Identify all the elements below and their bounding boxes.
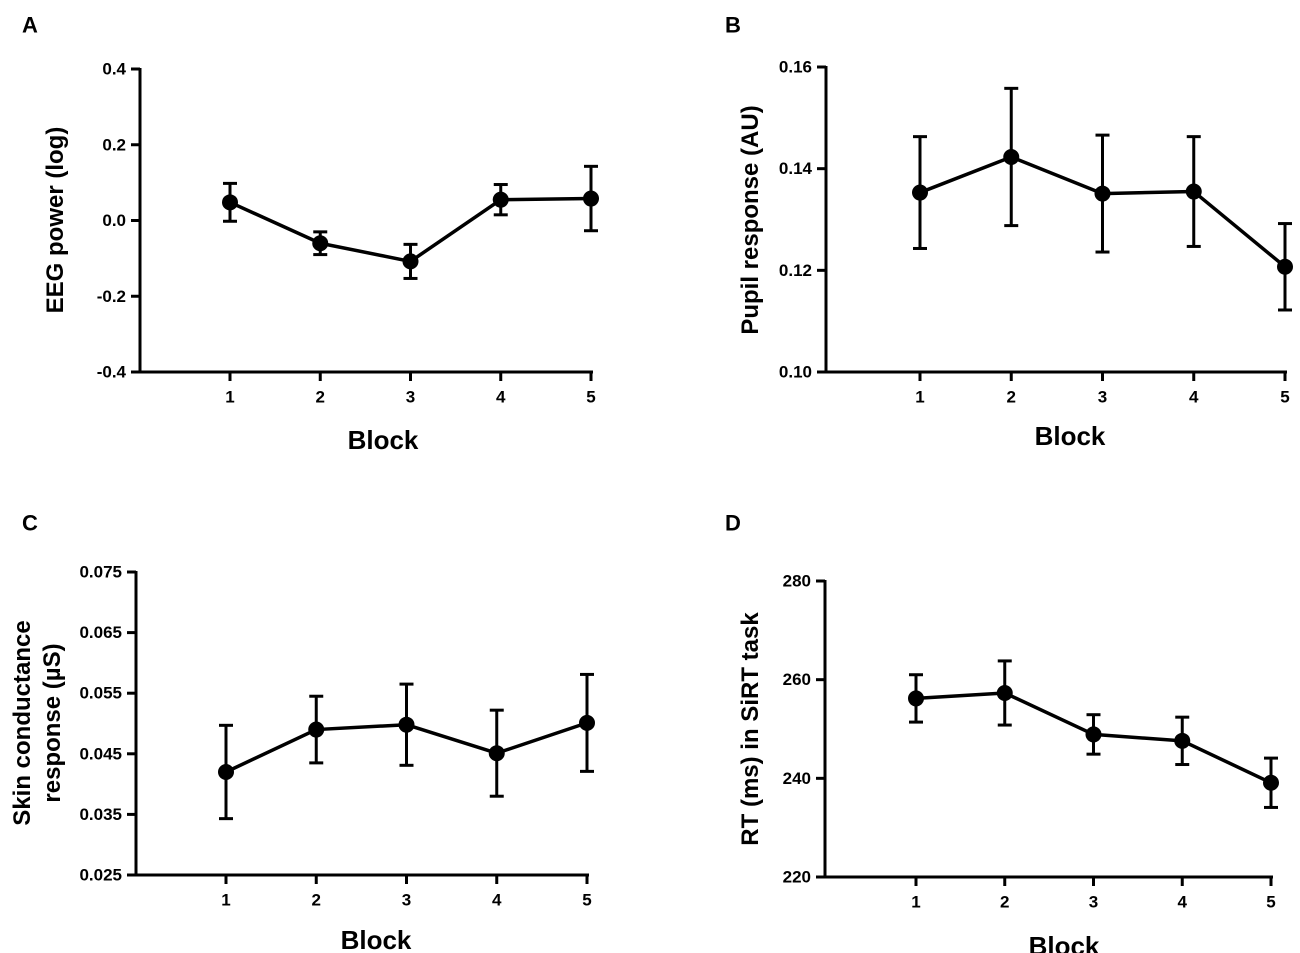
data-point-a bbox=[583, 190, 599, 207]
y-tick-label-a: -0.4 bbox=[97, 363, 127, 382]
y-tick-label-c: 0.035 bbox=[79, 805, 122, 824]
data-point-b bbox=[912, 184, 928, 201]
x-tick-label-a: 4 bbox=[496, 388, 506, 407]
data-point-d bbox=[996, 684, 1013, 701]
data-point-d bbox=[1174, 732, 1191, 749]
y-tick-label-d: 240 bbox=[783, 769, 811, 788]
y-axis-label-line-c: Skin conductance bbox=[9, 620, 36, 825]
data-point-a bbox=[222, 194, 238, 211]
y-tick-label-a: -0.2 bbox=[97, 287, 126, 306]
panel-letter-b: B bbox=[725, 13, 741, 38]
x-tick-label-c: 5 bbox=[582, 891, 591, 910]
y-axis-label-a: EEG power (log) bbox=[42, 127, 69, 314]
x-tick-label-c: 2 bbox=[312, 891, 321, 910]
x-tick-label-d: 3 bbox=[1089, 893, 1098, 912]
y-tick-label-b: 0.14 bbox=[779, 159, 813, 178]
panel-d: D 220 240 260 280 1 2 3 4 5 Block RT (ms) in SiRT t… bbox=[725, 511, 1279, 953]
panel-c: C 0.025 0.035 0.045 0.055 0.065 0.075 1 2 3 4 5 Bloc… bbox=[9, 511, 595, 953]
panel-letter-a: A bbox=[22, 13, 38, 38]
data-point-d bbox=[1085, 726, 1102, 743]
x-tick-label-c: 4 bbox=[492, 891, 502, 910]
y-tick-label-b: 0.16 bbox=[779, 58, 812, 77]
data-point-c bbox=[488, 745, 505, 762]
x-tick-label-b: 5 bbox=[1280, 388, 1289, 407]
data-point-c bbox=[308, 721, 325, 738]
y-axis-label-d: RT (ms) in SiRT task bbox=[737, 612, 764, 846]
x-axis-label-a: Block bbox=[348, 425, 419, 455]
y-axis-label-line-d: RT (ms) in SiRT task bbox=[737, 612, 764, 846]
y-axis-label-line-c: response (µS) bbox=[39, 643, 66, 802]
data-point-b bbox=[1003, 148, 1020, 165]
x-tick-label-a: 5 bbox=[586, 388, 595, 407]
y-tick-label-a: 0.4 bbox=[102, 60, 126, 79]
x-tick-label-b: 4 bbox=[1189, 388, 1199, 407]
data-point-d bbox=[908, 690, 924, 707]
y-tick-label-d: 220 bbox=[783, 868, 811, 887]
y-axis-label-c: Skin conductance response (µS) bbox=[9, 620, 66, 825]
x-tick-label-d: 4 bbox=[1178, 893, 1188, 912]
x-tick-label-b: 2 bbox=[1007, 388, 1016, 407]
data-point-d bbox=[1263, 774, 1279, 791]
x-tick-label-a: 1 bbox=[225, 388, 234, 407]
x-tick-label-c: 1 bbox=[221, 891, 230, 910]
panel-letter-d: D bbox=[725, 511, 741, 536]
y-tick-label-c: 0.055 bbox=[79, 684, 122, 703]
y-tick-label-c: 0.045 bbox=[79, 744, 122, 763]
data-point-a bbox=[402, 253, 419, 270]
panel-b: B 0.10 0.12 0.14 0.16 1 2 3 4 5 Block Pupil respons… bbox=[725, 13, 1293, 451]
y-tick-label-c: 0.065 bbox=[79, 623, 122, 642]
x-axis-label-d: Block bbox=[1029, 931, 1100, 953]
y-tick-label-b: 0.12 bbox=[779, 261, 812, 280]
x-tick-label-d: 5 bbox=[1266, 893, 1275, 912]
x-tick-label-c: 3 bbox=[402, 891, 411, 910]
x-tick-label-a: 2 bbox=[316, 388, 325, 407]
x-tick-label-a: 3 bbox=[406, 388, 415, 407]
data-point-b bbox=[1094, 185, 1111, 202]
data-point-c bbox=[579, 714, 595, 731]
x-tick-label-d: 1 bbox=[911, 893, 920, 912]
data-point-c bbox=[218, 763, 234, 780]
panel-a: A -0.4 -0.2 0.0 0.2 0.4 1 2 3 4 5 Block EEG power (l… bbox=[22, 13, 599, 455]
y-axis-label-line-a: EEG power (log) bbox=[42, 127, 69, 314]
data-point-a bbox=[492, 191, 509, 208]
y-axis-label-b: Pupil response (AU) bbox=[737, 105, 764, 334]
data-point-b bbox=[1277, 258, 1293, 275]
x-tick-label-b: 3 bbox=[1098, 388, 1107, 407]
x-tick-label-b: 1 bbox=[915, 388, 924, 407]
y-tick-label-c: 0.075 bbox=[79, 563, 122, 582]
data-point-b bbox=[1185, 183, 1202, 200]
data-point-c bbox=[398, 716, 415, 733]
x-tick-label-d: 2 bbox=[1000, 893, 1009, 912]
y-tick-label-a: 0.0 bbox=[102, 211, 126, 230]
y-tick-label-d: 280 bbox=[783, 572, 811, 591]
panel-letter-c: C bbox=[22, 511, 38, 536]
y-tick-label-a: 0.2 bbox=[102, 135, 126, 154]
y-tick-label-d: 260 bbox=[783, 670, 811, 689]
y-tick-label-b: 0.10 bbox=[779, 363, 812, 382]
y-axis-label-line-b: Pupil response (AU) bbox=[737, 105, 764, 334]
data-point-a bbox=[312, 235, 329, 252]
x-axis-label-b: Block bbox=[1035, 421, 1106, 451]
y-tick-label-c: 0.025 bbox=[79, 866, 122, 885]
x-axis-label-c: Block bbox=[341, 925, 412, 953]
